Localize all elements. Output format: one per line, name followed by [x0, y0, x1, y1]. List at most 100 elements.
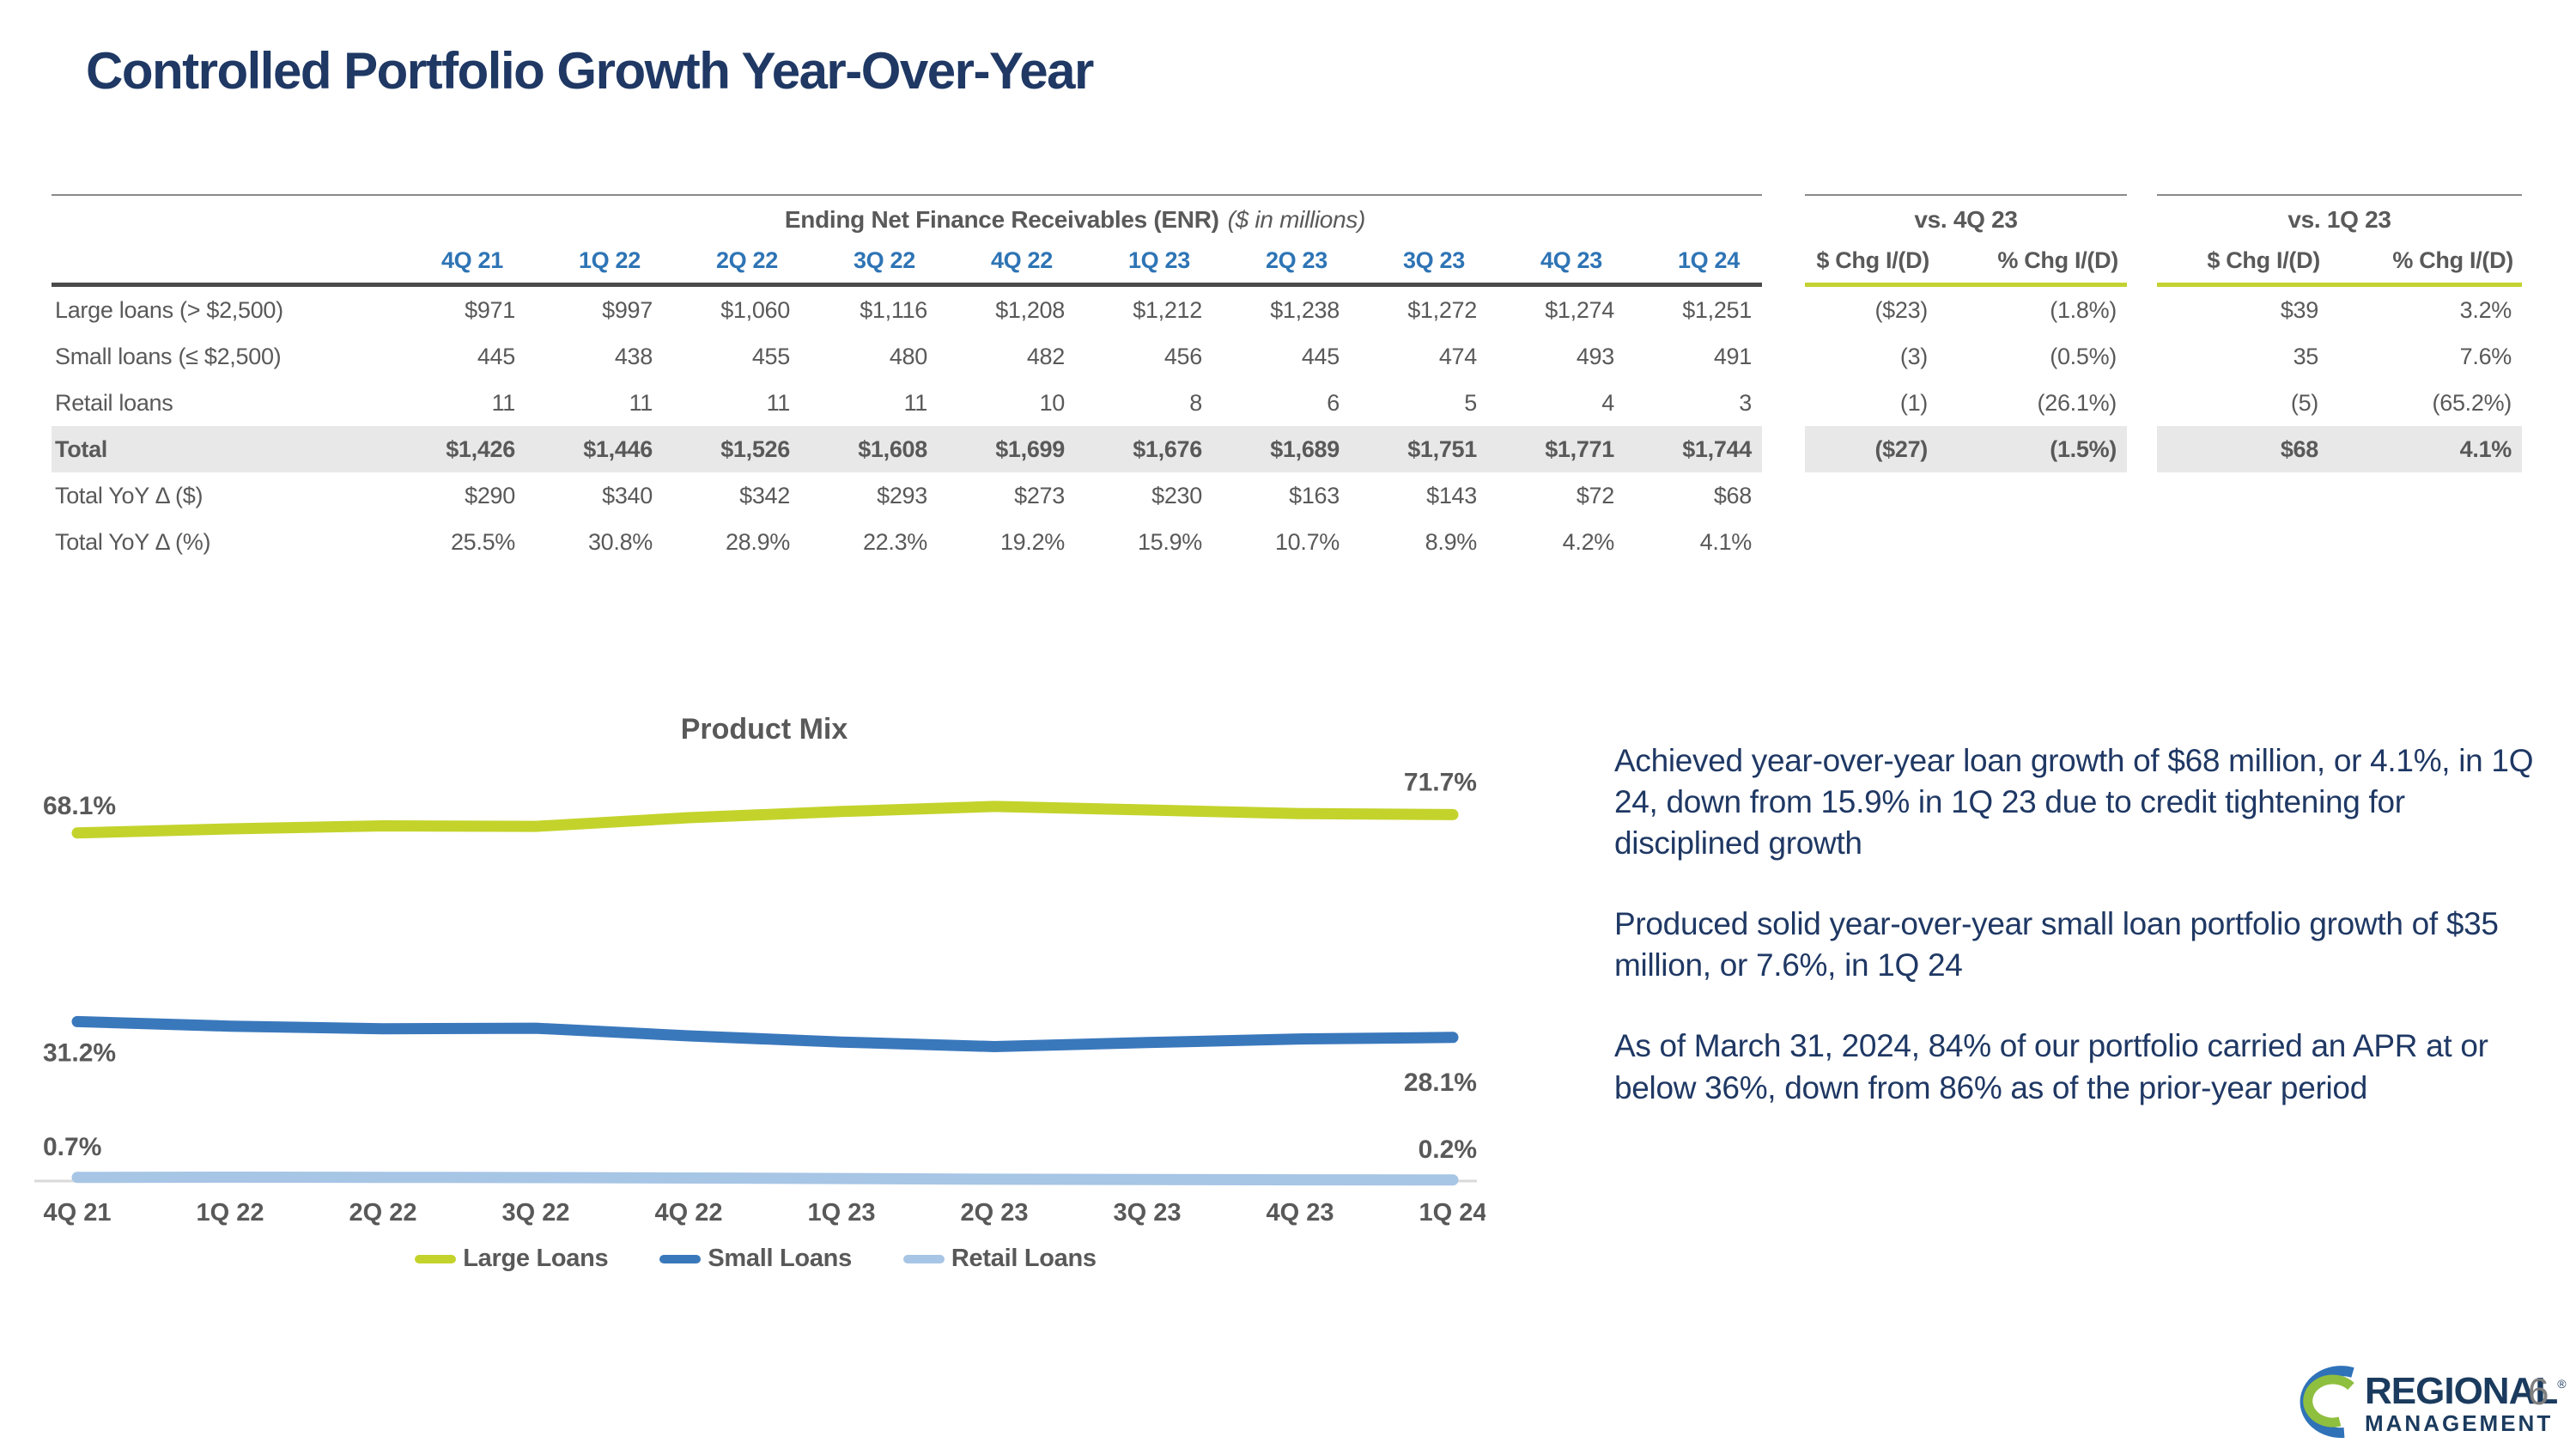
enr-header-note: ($ in millions)	[1227, 206, 1366, 233]
table-cell: 8	[1189, 389, 1202, 416]
spacer	[2127, 472, 2157, 519]
col-header-pct-chg: % Chg I/(D)	[1938, 240, 2127, 287]
product-mix-plot: Product Mix 68.1% 71.7% 31.2% 28.1% 0.7% 0.2%…	[34, 713, 1486, 1227]
table-cell: 482	[1026, 343, 1065, 369]
table-cell: 22.3%	[862, 528, 927, 555]
col-header-quarter: 2Q 22	[663, 240, 800, 287]
commentary: Achieved year-over-year loan growth of $…	[1614, 740, 2546, 1148]
table-cell: 474	[1438, 343, 1477, 369]
spacer	[1762, 240, 1805, 287]
table-cell: 455	[751, 343, 790, 369]
table-cell: 8.9%	[1425, 528, 1478, 555]
table-cell-vs1q23: 3.2%	[2459, 296, 2512, 323]
table-cell: 10.7%	[1274, 528, 1340, 555]
table-cell-vs4q23	[1938, 519, 2127, 565]
x-axis-label: 3Q 23	[1114, 1199, 1182, 1227]
logo-text: REGIONAL® MANAGEMENT	[2365, 1370, 2567, 1436]
logo-name-bottom: MANAGEMENT	[2365, 1410, 2554, 1436]
table-cell-vs1q23	[2157, 472, 2329, 519]
table-cell: $1,771	[1487, 426, 1625, 472]
table-cell: 445	[1301, 343, 1340, 369]
spacer	[2127, 380, 2157, 426]
chart-series-lines	[71, 801, 1459, 1186]
x-axis-label: 2Q 22	[349, 1199, 417, 1227]
col-header-quarter: 1Q 24	[1625, 240, 1762, 287]
table-cell: $1,426	[388, 426, 526, 472]
col-header-dollar-chg: $ Chg I/(D)	[2157, 240, 2329, 287]
x-axis-label: 4Q 22	[655, 1199, 723, 1227]
table-cell-vs1q23	[2329, 472, 2522, 519]
table-cell: $1,238	[1270, 296, 1340, 323]
table-cell: $230	[1151, 482, 1202, 508]
legend-label: Small Loans	[708, 1245, 852, 1272]
row-label: Retail loans	[55, 389, 173, 416]
col-header-quarter: 4Q 22	[938, 240, 1075, 287]
enr-header-text: Ending Net Finance Receivables (ENR)	[784, 206, 1219, 233]
legend-item-large-loans: Large Loans	[415, 1245, 609, 1273]
logo-name-top: REGIONAL	[2365, 1370, 2558, 1412]
table-cell: 4.2%	[1562, 528, 1615, 555]
col-header-quarter: 1Q 22	[526, 240, 663, 287]
x-axis-label: 1Q 23	[808, 1199, 876, 1227]
table-cell: $1,272	[1407, 296, 1477, 323]
table-cell: $1,676	[1075, 426, 1212, 472]
table-cell-vs1q23	[2157, 519, 2329, 565]
legend-swatch	[902, 1254, 945, 1263]
spacer	[1762, 519, 1805, 565]
table-cell: 11	[766, 389, 791, 416]
table-cell: 11	[629, 389, 653, 416]
spacer	[1762, 194, 1805, 240]
table-cell-vs1q23: 7.6%	[2459, 343, 2512, 369]
spacer	[2127, 426, 2157, 472]
spacer	[2127, 240, 2157, 287]
series-line-large-loans	[71, 801, 1459, 839]
table-cell-vs1q23: $68	[2157, 426, 2329, 472]
col-header-quarter: 3Q 22	[800, 240, 938, 287]
row-label: Total YoY Δ ($)	[55, 482, 204, 508]
table-cell-vs1q23	[2329, 519, 2522, 565]
table-cell: 438	[614, 343, 653, 369]
vs-1q23-title: vs. 1Q 23	[2157, 194, 2522, 240]
series-start-label: 0.7%	[43, 1133, 101, 1161]
col-header-dollar-chg: $ Chg I/(D)	[1805, 240, 1938, 287]
vs-4q23-title: vs. 4Q 23	[1805, 194, 2127, 240]
spacer	[2127, 333, 2157, 380]
row-label: Total YoY Δ (%)	[55, 528, 211, 555]
spacer	[1762, 380, 1805, 426]
table-cell: $1,526	[663, 426, 800, 472]
logo-swoosh-icon	[2300, 1366, 2354, 1439]
table-cell: $1,116	[860, 296, 927, 323]
row-label: Large loans (> $2,500)	[55, 296, 283, 323]
spacer	[1762, 333, 1805, 380]
legend-item-small-loans: Small Loans	[659, 1245, 852, 1273]
table-cell-vs1q23: (65.2%)	[2432, 389, 2512, 416]
table-cell: $163	[1289, 482, 1340, 508]
table-cell: $1,212	[1133, 296, 1202, 323]
table-cell-vs4q23	[1938, 472, 2127, 519]
table-cell: $1,689	[1212, 426, 1350, 472]
table-cell: 19.2%	[999, 528, 1065, 555]
table-cell: $1,744	[1625, 426, 1762, 472]
table-cell: 480	[889, 343, 927, 369]
spacer	[1762, 472, 1805, 519]
x-axis-label: 1Q 22	[197, 1199, 264, 1227]
spacer	[2127, 519, 2157, 565]
legend-label: Large Loans	[463, 1245, 609, 1272]
x-axis-label: 2Q 23	[961, 1199, 1029, 1227]
table-cell: $68	[1713, 482, 1752, 508]
table-cell: $340	[602, 482, 653, 508]
chart-title: Product Mix	[681, 713, 848, 746]
series-start-label: 68.1%	[43, 792, 116, 820]
table-cell-vs1q23: $39	[2280, 296, 2318, 323]
table-cell: $1,751	[1350, 426, 1487, 472]
table-cell: $1,060	[720, 296, 790, 323]
spacer	[2127, 194, 2157, 240]
table-cell: 11	[491, 389, 516, 416]
table-cell: $1,274	[1545, 296, 1614, 323]
spacer	[1762, 287, 1805, 333]
table-cell: $273	[1014, 482, 1065, 508]
x-axis-label: 3Q 22	[502, 1199, 570, 1227]
table-cell: 25.5%	[450, 528, 515, 555]
table-cell: 493	[1576, 343, 1614, 369]
chart-x-axis-labels: 4Q 21 1Q 22 2Q 22 3Q 22 4Q 22 1Q 23 2Q 23 3Q 23…	[44, 1199, 1486, 1227]
